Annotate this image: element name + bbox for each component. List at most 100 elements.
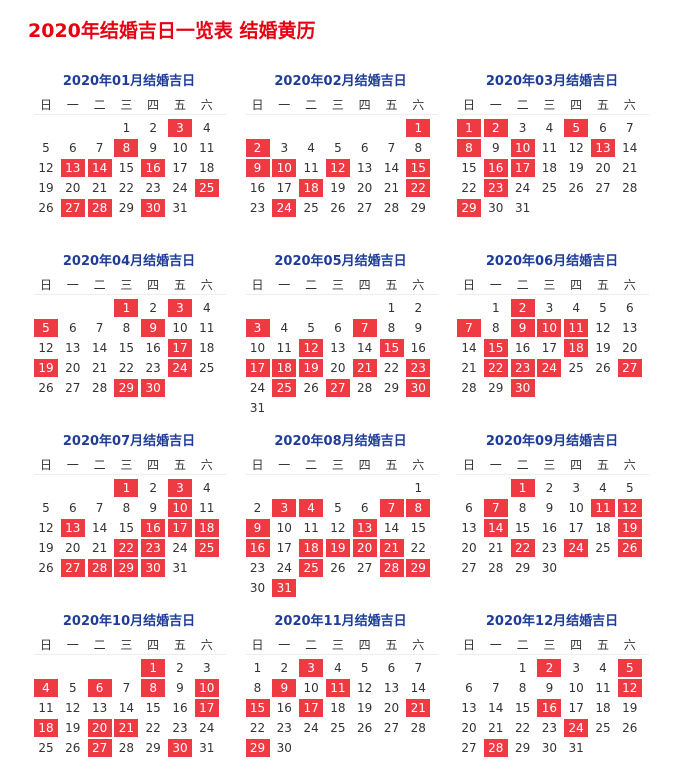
weekday: 四 (570, 638, 583, 652)
day: 26 (330, 200, 346, 215)
day: 26 (303, 380, 319, 395)
divider (457, 294, 649, 295)
day: 27 (60, 198, 85, 217)
day: 21 (91, 540, 108, 555)
day: 8 (114, 138, 139, 157)
month-title: 2020年10月结婚吉日 (62, 614, 196, 629)
weekday: 六 (623, 278, 636, 292)
weekday: 二 (305, 98, 318, 112)
month-title: 2020年01月结婚吉日 (62, 74, 196, 89)
day: 29 (514, 740, 531, 755)
day: 27 (461, 560, 477, 575)
day: 27 (357, 200, 373, 215)
day: 4 (545, 121, 554, 135)
day: 12 (617, 498, 642, 517)
day: 30 (141, 558, 166, 577)
day: 26 (617, 538, 642, 557)
day: 21 (622, 160, 638, 175)
day: 5 (34, 318, 58, 337)
day: 28 (483, 738, 508, 757)
day: 3 (202, 661, 211, 675)
day: 6 (387, 661, 396, 675)
day: 23 (249, 200, 266, 215)
day: 4 (299, 498, 324, 517)
day: 27 (60, 558, 85, 577)
day: 3 (572, 661, 580, 675)
day: 8 (141, 678, 166, 697)
day: 9 (176, 680, 184, 695)
day: 27 (87, 738, 112, 757)
day: 12 (299, 338, 324, 357)
weekday: 二 (93, 98, 106, 112)
day: 16 (276, 700, 292, 715)
weekday: 四 (570, 98, 583, 112)
weekday: 四 (358, 458, 371, 472)
day: 19 (330, 180, 346, 195)
day: 14 (461, 340, 477, 355)
day: 10 (194, 678, 219, 697)
day: 21 (406, 698, 431, 717)
day: 25 (299, 558, 324, 577)
day: 17 (510, 158, 535, 177)
day: 23 (276, 720, 292, 735)
divider (34, 654, 226, 655)
weekday: 一 (66, 278, 79, 292)
day: 8 (491, 320, 500, 335)
day: 20 (357, 180, 373, 195)
weekday: 四 (358, 98, 371, 112)
weekday: 五 (173, 98, 186, 112)
weekday: 一 (278, 638, 291, 652)
weekday: 三 (120, 458, 133, 472)
day: 4 (307, 140, 315, 155)
divider (457, 474, 649, 475)
day: 1 (491, 301, 500, 315)
weekday: 一 (278, 278, 291, 292)
weekday: 三 (120, 638, 133, 652)
day: 9 (141, 318, 166, 337)
day: 3 (518, 121, 527, 135)
day: 25 (595, 720, 611, 735)
day: 2 (545, 481, 554, 495)
day: 29 (114, 378, 139, 397)
day: 26 (330, 560, 346, 575)
day: 6 (68, 140, 77, 155)
day: 5 (625, 481, 634, 495)
day: 21 (488, 720, 504, 735)
day: 25 (194, 538, 219, 557)
day: 15 (379, 338, 404, 357)
day: 28 (87, 558, 112, 577)
day: 7 (379, 498, 404, 517)
day: 18 (194, 518, 219, 537)
day: 2 (414, 301, 423, 315)
day: 12 (38, 520, 54, 535)
day: 24 (172, 540, 188, 555)
day: 24 (514, 180, 531, 195)
day: 7 (414, 661, 423, 675)
day: 23 (541, 540, 558, 555)
weekday: 四 (570, 458, 583, 472)
day: 29 (118, 200, 135, 215)
day: 17 (541, 340, 558, 355)
day: 14 (383, 520, 400, 535)
day: 20 (461, 540, 477, 555)
day: 22 (406, 178, 431, 197)
weekday: 五 (385, 638, 398, 652)
day: 2 (280, 661, 289, 675)
day: 16 (249, 180, 266, 195)
day: 9 (149, 140, 157, 155)
day: 13 (60, 518, 85, 537)
day: 4 (599, 661, 607, 675)
weekday: 二 (305, 638, 318, 652)
day: 29 (406, 558, 431, 577)
day: 5 (599, 301, 607, 315)
weekday: 三 (331, 98, 344, 112)
day: 9 (545, 500, 554, 515)
day: 10 (172, 320, 188, 335)
day: 13 (622, 320, 638, 335)
day: 3 (168, 479, 192, 497)
day: 24 (564, 538, 589, 557)
day: 1 (114, 299, 139, 317)
day: 24 (249, 380, 266, 395)
day: 16 (541, 520, 558, 535)
day: 6 (360, 140, 369, 155)
